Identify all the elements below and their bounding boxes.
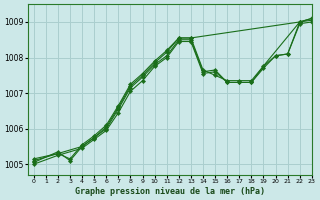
X-axis label: Graphe pression niveau de la mer (hPa): Graphe pression niveau de la mer (hPa)	[75, 187, 265, 196]
